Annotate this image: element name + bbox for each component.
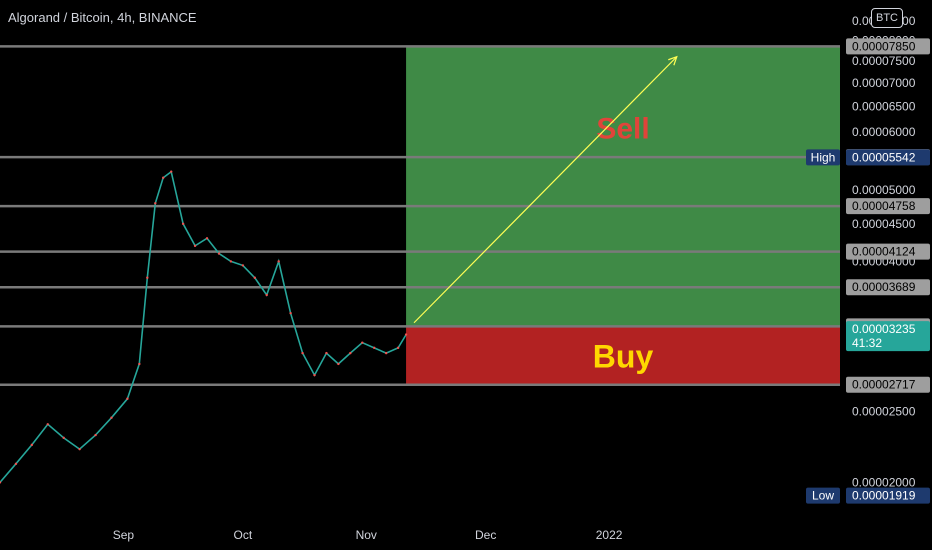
price-point	[14, 462, 18, 466]
level-lines	[0, 45, 840, 386]
price-point	[313, 373, 316, 377]
x-tick-label: 2022	[596, 528, 623, 542]
price-point	[361, 341, 364, 344]
y-tick-label: 0.00002500	[852, 404, 916, 418]
level-price-tag-text: 0.00003689	[852, 280, 916, 294]
x-tick-label: Nov	[356, 528, 377, 542]
high-price-tag-text: 0.00005542	[852, 150, 916, 164]
price-point	[289, 312, 292, 315]
current-price-tag-bg	[846, 321, 930, 352]
price-point	[337, 362, 340, 366]
high-badge	[806, 149, 840, 166]
price-point	[30, 443, 34, 447]
y-tick-label: 0.00004500	[852, 217, 916, 231]
level-price-tag-bg	[846, 376, 930, 393]
y-tick-label: 0.00006500	[852, 100, 916, 114]
low-price-tag-text: 0.00001919	[852, 489, 916, 503]
zone-layer: Sell Buy	[406, 46, 840, 385]
x-tick-label: Sep	[113, 528, 135, 542]
price-point	[138, 362, 141, 366]
chart-title: Algorand / Bitcoin, 4h, BINANCE	[8, 10, 197, 25]
y-tick-label: 0.00007500	[852, 54, 916, 68]
low-badge-label: Low	[812, 489, 834, 503]
price-point	[78, 447, 81, 451]
buy-zone	[406, 326, 840, 385]
y-tick-label: 0.00006000	[852, 125, 916, 139]
low-price-tag-bg	[846, 487, 930, 504]
level-price-tag-text: 0.00002717	[852, 378, 916, 392]
price-point	[373, 346, 376, 350]
y-axis-panel	[840, 0, 932, 550]
level-price-tag-bg	[846, 279, 930, 296]
y-tick-label: 0.00005000	[852, 183, 916, 197]
price-point	[162, 176, 165, 179]
price-point	[253, 276, 256, 279]
price-point	[146, 276, 149, 279]
price-point	[169, 170, 173, 173]
price-point	[404, 333, 408, 336]
price-point	[217, 252, 221, 255]
y-tick-label: 0.00002000	[852, 475, 916, 489]
level-price-tag-text: 0.00004758	[852, 199, 916, 213]
level-price-tag-bg	[846, 38, 930, 55]
price-point	[241, 264, 245, 267]
price-series-line	[0, 170, 407, 483]
y-tick-label: 0.00007000	[852, 76, 916, 90]
level-price-tag-text: 0.00004124	[852, 245, 916, 259]
price-point	[265, 293, 268, 297]
x-tick-label: Dec	[475, 528, 496, 542]
level-price-tag-text: 0.00007850	[852, 39, 916, 53]
price-point	[110, 416, 113, 419]
price-point	[229, 260, 233, 263]
sell-zone-label: Sell	[596, 113, 649, 146]
trend-arrow-line	[413, 56, 678, 324]
high-badge-label: High	[811, 150, 836, 164]
price-point	[325, 351, 328, 355]
sell-zone	[406, 46, 840, 327]
x-tick-label: Oct	[234, 528, 253, 542]
price-point	[46, 423, 49, 426]
price-point	[396, 346, 400, 350]
price-point	[349, 351, 352, 355]
high-price-tag-bg	[846, 149, 930, 166]
low-badge	[806, 487, 840, 504]
price-point	[126, 397, 129, 400]
price-series	[0, 170, 408, 484]
trend-arrow-head	[668, 55, 678, 66]
y-axis[interactable]: 0.000085000.000080000.000075000.00007000…	[806, 0, 932, 550]
currency-badge[interactable]: BTC	[871, 8, 903, 28]
x-axis[interactable]: Sep Oct Nov Dec 2022	[113, 528, 623, 542]
price-point	[384, 351, 388, 355]
trend-arrow	[413, 55, 678, 324]
price-point	[277, 260, 280, 263]
price-point	[62, 436, 65, 440]
level-price-tag-bg	[846, 198, 930, 215]
price-point	[181, 222, 185, 226]
price-point	[94, 433, 97, 437]
level-price-tag-bg	[846, 243, 930, 260]
price-point	[301, 351, 304, 355]
price-point	[205, 237, 209, 240]
buy-zone-label: Buy	[593, 339, 654, 375]
bar-countdown-label: 41:32	[852, 336, 882, 350]
price-point	[193, 244, 197, 248]
price-point	[154, 202, 157, 205]
price-point	[0, 481, 2, 484]
current-price-label: 0.00003235	[852, 322, 916, 336]
